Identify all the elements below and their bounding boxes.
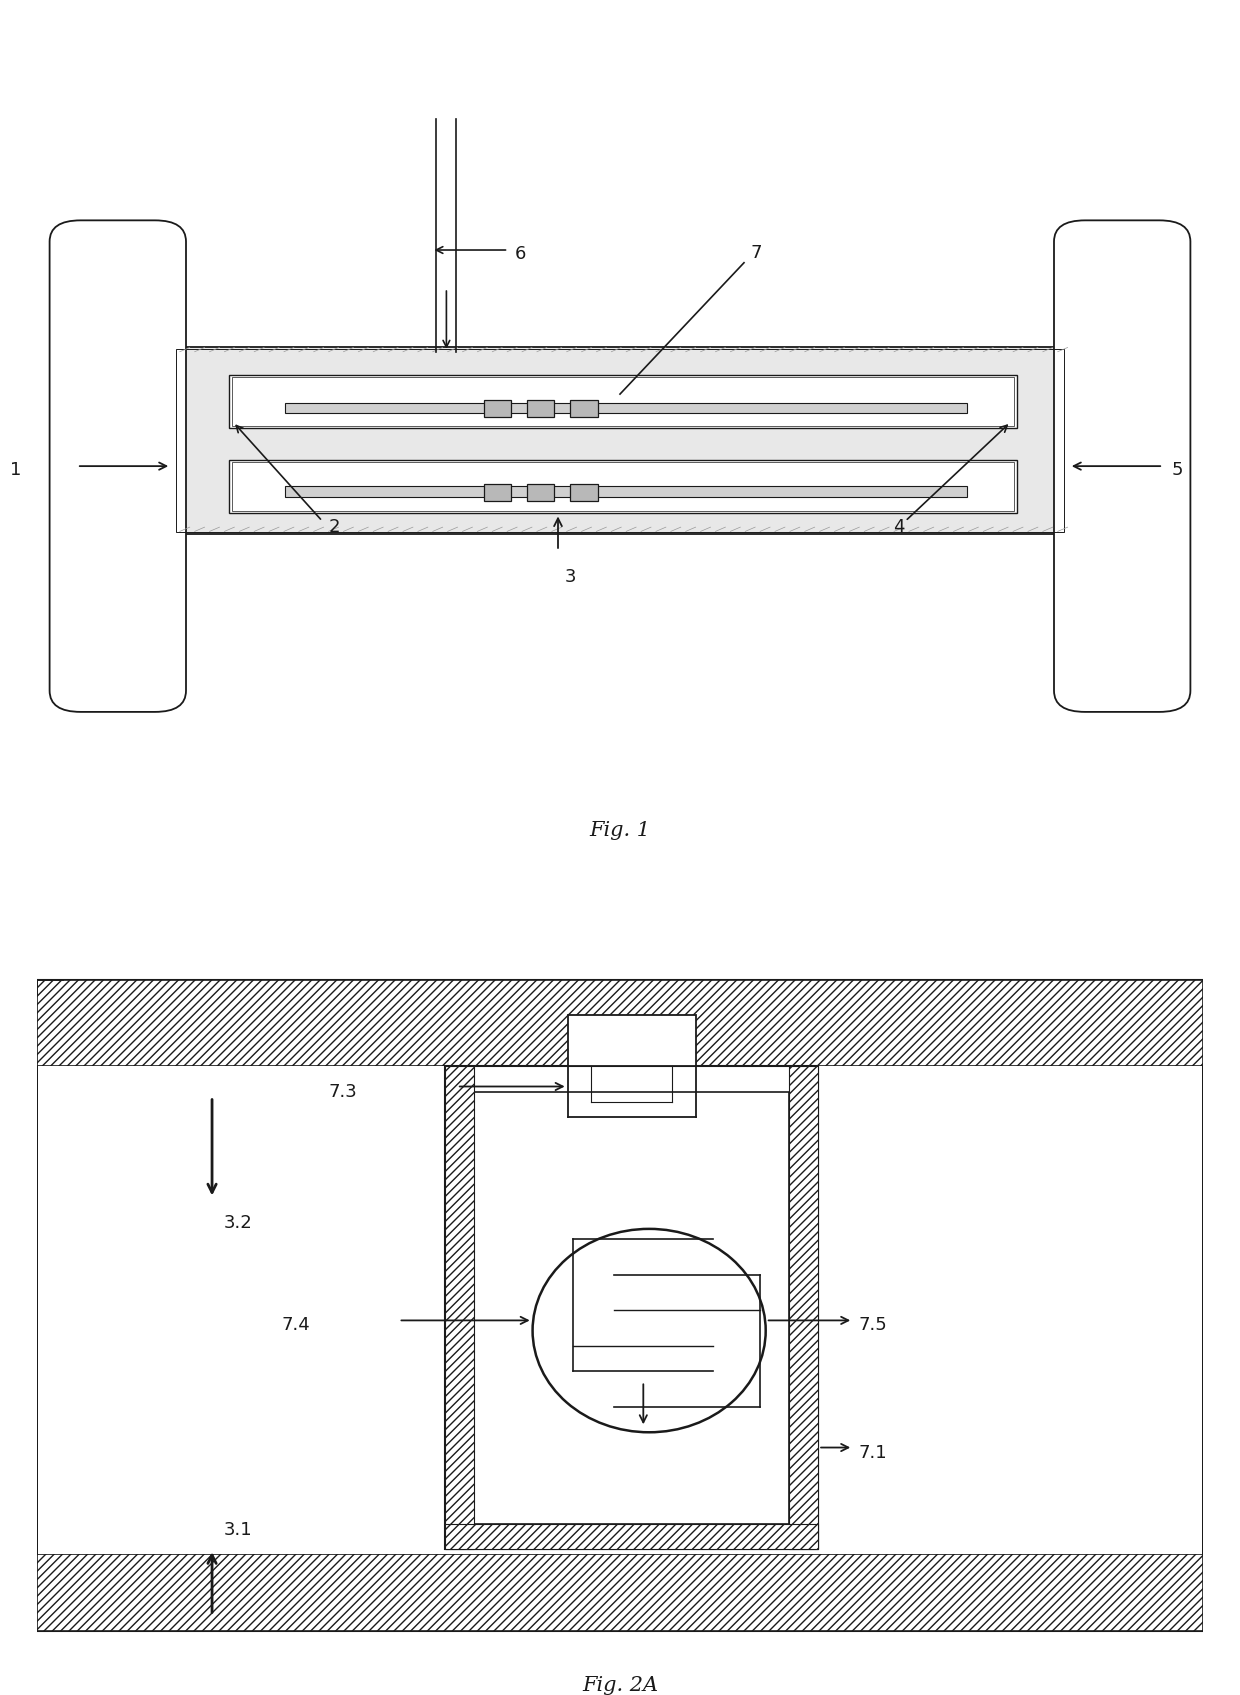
Text: 7.1: 7.1 [859,1444,888,1461]
Bar [285,486,967,497]
Bar [229,375,1017,427]
Bar [1081,246,1168,686]
Bar [570,485,598,502]
Text: Fig. 1: Fig. 1 [589,820,651,841]
Bar [232,463,1014,512]
Bar [285,403,967,414]
Text: 7: 7 [750,244,761,263]
Bar [37,980,1203,1066]
Bar [445,1524,818,1549]
Bar [38,1066,1202,1554]
Bar [568,1015,696,1066]
Bar [174,347,1066,534]
Text: 6: 6 [515,246,526,263]
Text: 2: 2 [329,519,340,536]
Bar [474,1092,789,1524]
Bar [570,400,598,417]
Bar [232,378,1014,427]
Bar [229,459,1017,512]
Text: 1: 1 [10,461,21,480]
Text: 7.5: 7.5 [859,1317,888,1334]
Text: 3.2: 3.2 [223,1214,253,1232]
FancyBboxPatch shape [50,220,186,712]
Text: 7.3: 7.3 [329,1083,357,1100]
Bar [445,1066,818,1549]
Text: 7.2: 7.2 [655,1448,683,1466]
Text: 5: 5 [1172,461,1183,480]
Text: 3: 3 [564,568,575,586]
Bar [176,349,1064,532]
Bar [445,1066,474,1549]
FancyBboxPatch shape [1054,220,1190,712]
Text: 3.1: 3.1 [223,1520,252,1539]
Bar [77,246,164,686]
Bar [527,400,554,417]
Bar [484,485,511,502]
Text: 4: 4 [893,519,904,536]
Bar [37,1554,1203,1631]
Bar [789,1066,818,1549]
Text: 7.4: 7.4 [281,1317,311,1334]
Bar [527,485,554,502]
Text: Fig. 2A: Fig. 2A [582,1676,658,1695]
Bar [484,400,511,417]
